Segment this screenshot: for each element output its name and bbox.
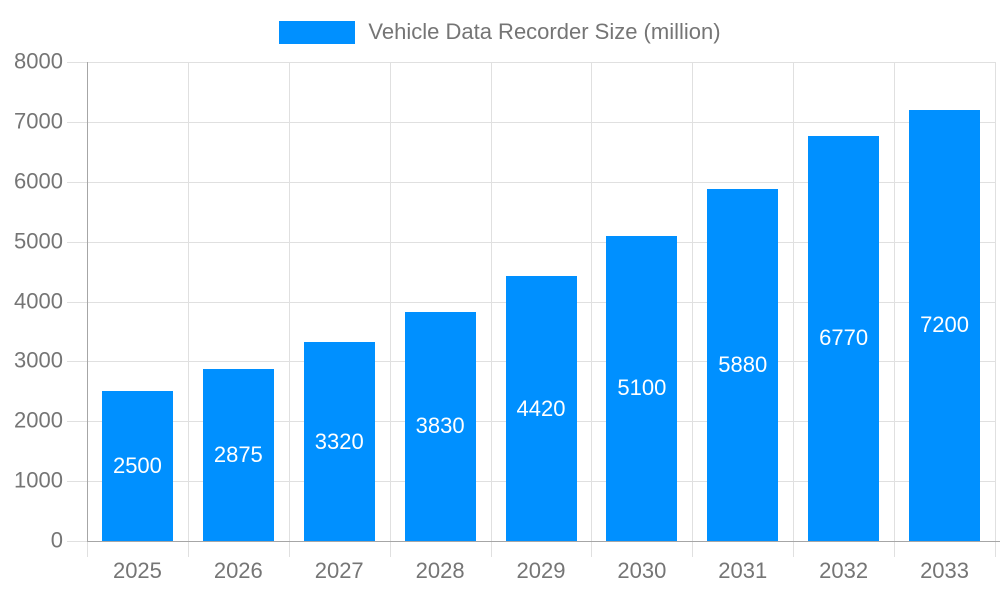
- v-gridline: [591, 62, 593, 541]
- bar: 4420: [505, 276, 577, 541]
- x-axis-label: 2027: [314, 558, 364, 583]
- v-gridline: [187, 62, 189, 541]
- bar-value-label: 5880: [718, 351, 768, 377]
- v-gridline: [692, 62, 694, 541]
- y-axis-line: [87, 62, 88, 541]
- x-tick: [995, 541, 996, 557]
- bar-value-label: 7200: [920, 312, 970, 338]
- bar: 7200: [909, 109, 981, 541]
- x-axis-label: 2028: [415, 558, 465, 583]
- v-gridline: [894, 62, 896, 541]
- v-gridline: [288, 62, 290, 541]
- bar: 5100: [606, 235, 678, 541]
- x-axis-line: [87, 541, 1000, 542]
- bar-value-label: 2875: [213, 441, 263, 467]
- y-axis-label: 8000: [14, 48, 63, 74]
- bar-value-label: 6770: [819, 325, 869, 351]
- x-axis-label: 2031: [718, 558, 768, 583]
- bar: 3830: [404, 311, 476, 541]
- y-axis-label: 3000: [14, 347, 63, 373]
- y-axis-label: 4000: [14, 288, 63, 314]
- x-tick: [894, 541, 896, 557]
- bar-value-label: 3320: [314, 428, 364, 454]
- bar: 6770: [808, 135, 880, 541]
- v-gridline: [490, 62, 492, 541]
- y-tick: [67, 241, 87, 243]
- h-gridline: [87, 121, 995, 123]
- bar: 2875: [202, 368, 274, 541]
- y-axis-label: 6000: [14, 168, 63, 194]
- legend-swatch: [279, 20, 356, 44]
- y-axis-label: 5000: [14, 228, 63, 254]
- bar-value-label: 4420: [516, 395, 566, 421]
- x-tick: [187, 541, 189, 557]
- y-tick: [67, 121, 87, 123]
- y-tick: [67, 481, 87, 483]
- x-tick: [591, 541, 593, 557]
- y-tick: [67, 301, 87, 303]
- bar: 3320: [303, 342, 375, 541]
- y-tick: [67, 62, 87, 63]
- legend-label: Vehicle Data Recorder Size (million): [368, 19, 721, 44]
- bar-value-label: 2500: [112, 453, 162, 479]
- bar-value-label: 5100: [617, 375, 667, 401]
- x-tick: [288, 541, 290, 557]
- x-axis-label: 2030: [617, 558, 667, 583]
- bar-value-label: 3830: [415, 413, 465, 439]
- x-tick: [692, 541, 694, 557]
- y-axis-label: 0: [50, 527, 63, 553]
- bar: 5880: [707, 188, 779, 541]
- h-gridline: [87, 241, 995, 243]
- x-tick: [87, 541, 88, 557]
- x-tick: [490, 541, 492, 557]
- y-tick: [67, 421, 87, 423]
- y-axis-label: 2000: [14, 407, 63, 433]
- x-axis-label: 2025: [112, 558, 162, 583]
- x-axis-label: 2029: [516, 558, 566, 583]
- v-gridline: [995, 62, 996, 541]
- legend-item[interactable]: Vehicle Data Recorder Size (million): [0, 19, 1000, 45]
- x-axis-label: 2026: [213, 558, 263, 583]
- y-tick: [67, 541, 87, 542]
- h-gridline: [87, 181, 995, 183]
- h-gridline: [87, 62, 995, 63]
- x-tick: [793, 541, 795, 557]
- bar: 2500: [101, 391, 173, 541]
- v-gridline: [389, 62, 391, 541]
- x-tick: [389, 541, 391, 557]
- x-axis-label: 2032: [819, 558, 869, 583]
- y-axis-label: 7000: [14, 108, 63, 134]
- y-tick: [67, 181, 87, 183]
- v-gridline: [793, 62, 795, 541]
- y-axis-label: 1000: [14, 467, 63, 493]
- x-axis-label: 2033: [920, 558, 970, 583]
- y-tick: [67, 361, 87, 363]
